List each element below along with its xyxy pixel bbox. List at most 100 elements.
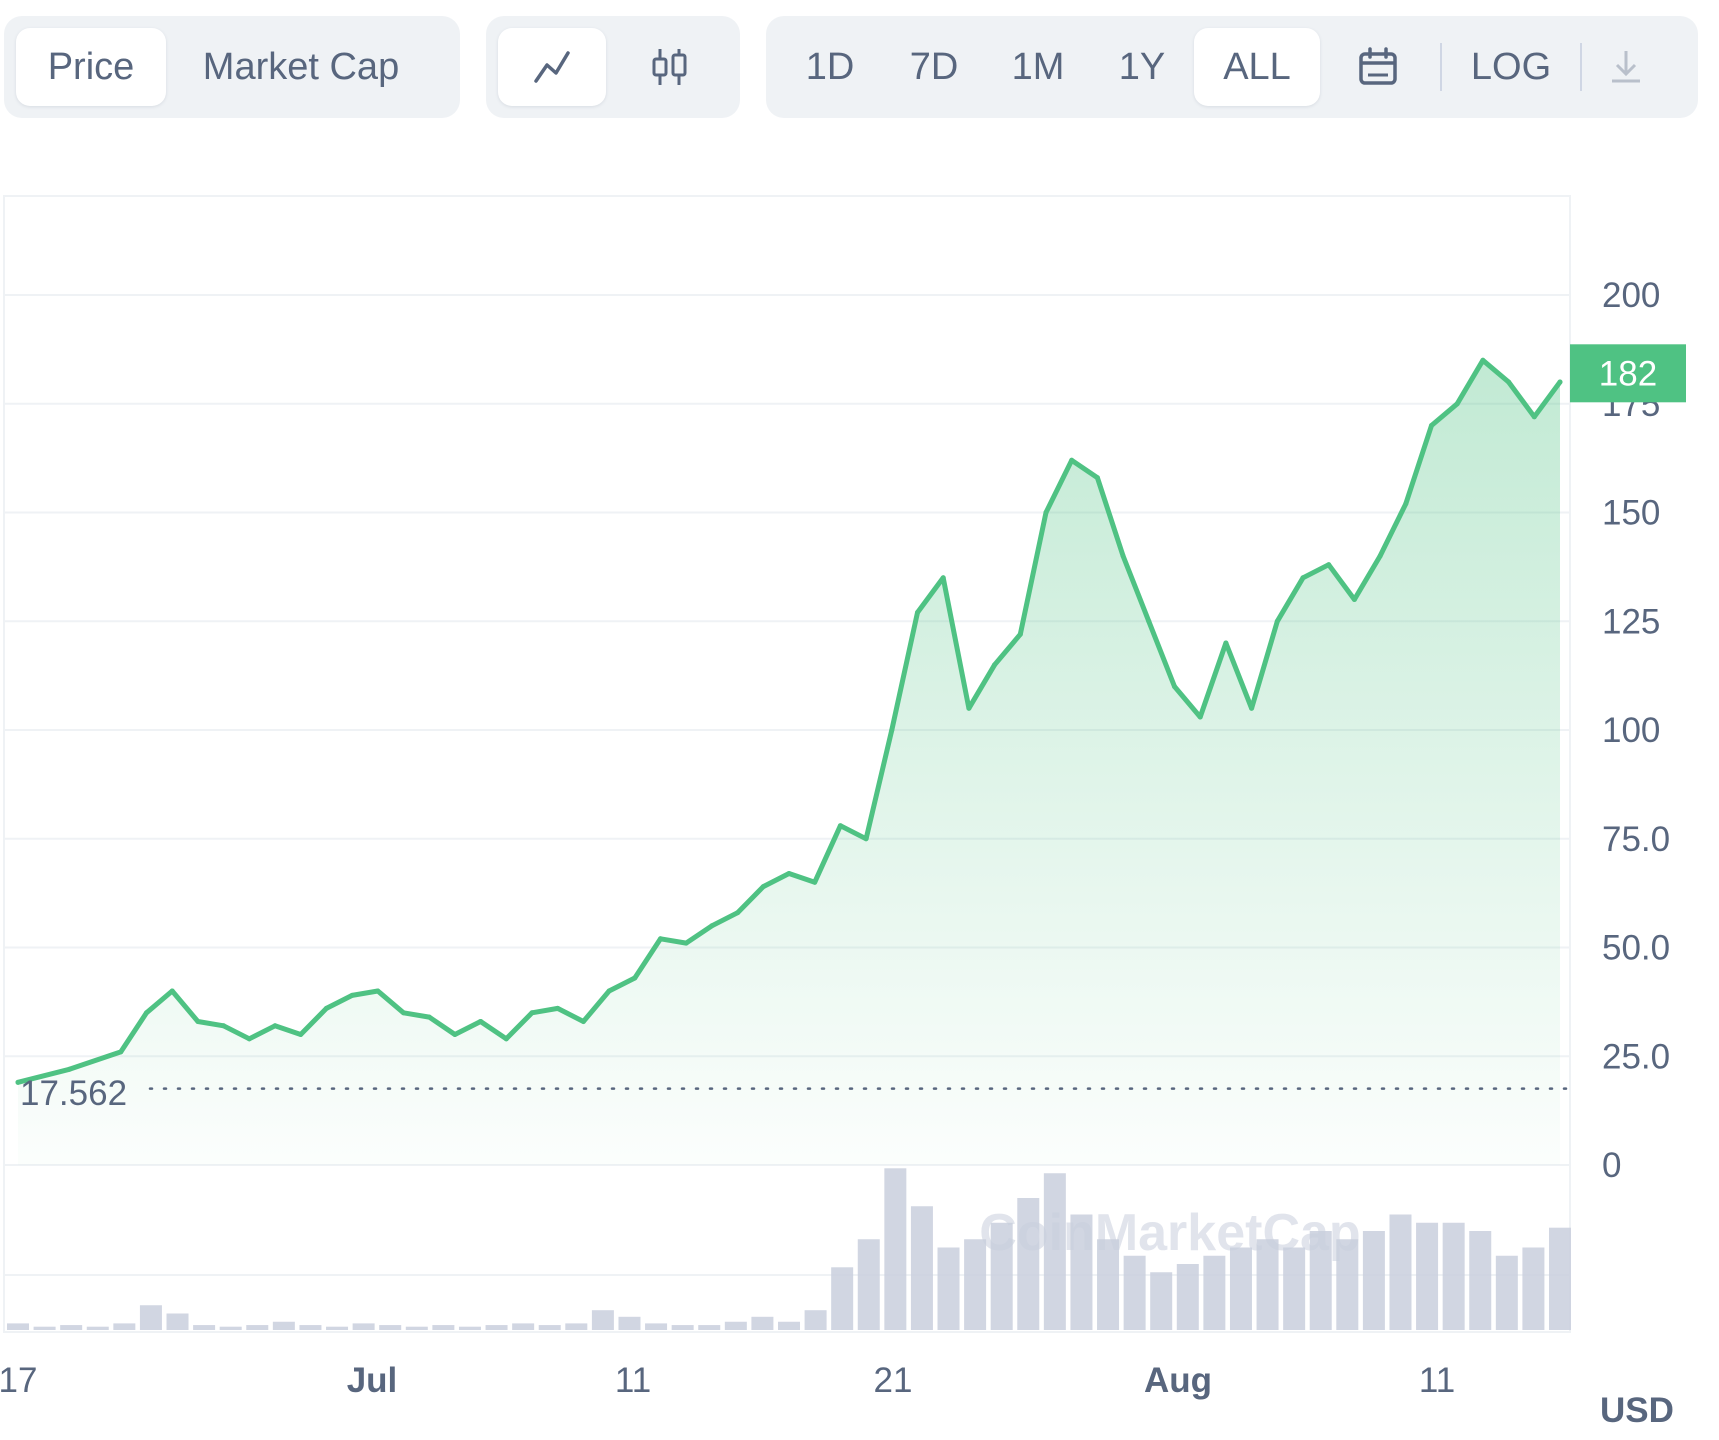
volume-bar bbox=[1017, 1198, 1040, 1330]
price-point bbox=[349, 992, 355, 998]
current-price-label: 182 bbox=[1599, 354, 1657, 393]
price-point bbox=[401, 1010, 406, 1016]
price-point bbox=[1351, 597, 1357, 602]
volume-bar bbox=[33, 1326, 56, 1330]
volume-bar bbox=[193, 1325, 216, 1330]
volume-bar bbox=[990, 1222, 1013, 1330]
price-point bbox=[683, 940, 689, 946]
volume-bar bbox=[1469, 1231, 1492, 1330]
volume-bar bbox=[804, 1310, 827, 1330]
current-price-badge: 182 bbox=[1570, 344, 1686, 403]
price-point bbox=[580, 1018, 586, 1024]
price-point bbox=[709, 923, 715, 929]
reference-price-label: 17.562 bbox=[20, 1074, 127, 1113]
volume-bar bbox=[1123, 1255, 1146, 1330]
volume-bar bbox=[246, 1325, 269, 1330]
volume-bar bbox=[778, 1321, 800, 1330]
price-area bbox=[15, 357, 1563, 1165]
price-point bbox=[812, 879, 818, 885]
range-1m-button[interactable]: 1M bbox=[1011, 45, 1065, 88]
volume-bar bbox=[671, 1325, 694, 1330]
price-point bbox=[1069, 457, 1075, 463]
volume-bar bbox=[512, 1323, 535, 1330]
price-point bbox=[144, 1010, 149, 1016]
candlestick-chart-button[interactable] bbox=[616, 28, 724, 106]
range-1d-button[interactable]: 1D bbox=[805, 45, 855, 88]
line-chart-button[interactable] bbox=[498, 28, 606, 106]
price-point bbox=[452, 1032, 458, 1037]
price-point bbox=[15, 1079, 21, 1085]
volume-bar bbox=[1070, 1214, 1093, 1330]
price-point bbox=[246, 1036, 252, 1042]
price-point bbox=[503, 1036, 509, 1042]
price-point bbox=[606, 988, 612, 994]
price-point bbox=[863, 836, 869, 842]
volume-bar bbox=[299, 1325, 322, 1330]
chart-type-toggle bbox=[486, 16, 740, 118]
price-point bbox=[1094, 475, 1100, 481]
price-point bbox=[837, 823, 843, 829]
volume-bar bbox=[432, 1325, 455, 1330]
volume-bar bbox=[1097, 1239, 1120, 1330]
line-chart-icon bbox=[534, 51, 570, 83]
volume-bar bbox=[219, 1326, 242, 1330]
price-point bbox=[1557, 379, 1563, 385]
volume-bar bbox=[645, 1323, 668, 1330]
x-tick-label: 17 bbox=[0, 1361, 37, 1400]
price-point bbox=[1480, 357, 1486, 363]
download-button[interactable] bbox=[1596, 28, 1656, 106]
price-point bbox=[1274, 618, 1280, 624]
price-point bbox=[1454, 401, 1460, 407]
volume-bar bbox=[831, 1267, 854, 1330]
x-tick-label: Aug bbox=[1144, 1361, 1212, 1400]
price-point bbox=[1197, 714, 1203, 720]
toolbar-divider bbox=[1580, 43, 1582, 91]
price-point bbox=[992, 662, 998, 668]
price-tab[interactable]: Price bbox=[16, 28, 166, 106]
volume-bar bbox=[60, 1325, 83, 1330]
volume-bar bbox=[698, 1325, 721, 1330]
y-tick-label: 150 bbox=[1602, 494, 1660, 533]
range-7d-button[interactable]: 7D bbox=[909, 45, 959, 88]
candlestick-icon bbox=[652, 49, 687, 85]
range-all-button[interactable]: ALL bbox=[1194, 28, 1320, 106]
price-point bbox=[66, 1066, 72, 1072]
volume-bar bbox=[272, 1321, 295, 1330]
y-tick-label: 75.0 bbox=[1602, 820, 1670, 859]
price-point bbox=[298, 1032, 304, 1037]
log-scale-button[interactable]: LOG bbox=[1470, 45, 1552, 88]
market-cap-tab[interactable]: Market Cap bbox=[202, 45, 400, 88]
price-point bbox=[1146, 618, 1152, 624]
time-range-toggle: 1D 7D 1M 1Y ALL LOG bbox=[766, 16, 1698, 118]
volume-bar bbox=[565, 1323, 588, 1330]
volume-bar bbox=[591, 1310, 614, 1330]
calendar-icon bbox=[1359, 47, 1397, 85]
volume-bar bbox=[326, 1326, 349, 1330]
price-area-fill bbox=[18, 360, 1560, 1165]
calendar-button[interactable] bbox=[1330, 28, 1426, 106]
price-point bbox=[169, 988, 175, 994]
volume-bar bbox=[1256, 1239, 1279, 1330]
volume-bar bbox=[379, 1325, 402, 1330]
volume-bar bbox=[538, 1325, 561, 1330]
price-point bbox=[632, 975, 638, 981]
price-point bbox=[1017, 631, 1023, 637]
volume-bar bbox=[1309, 1231, 1332, 1330]
y-tick-label: 50.0 bbox=[1602, 929, 1670, 968]
y-tick-label: 0 bbox=[1602, 1146, 1621, 1185]
volume-bar bbox=[1442, 1222, 1465, 1330]
price-point bbox=[915, 610, 920, 616]
volume-bar bbox=[86, 1326, 109, 1330]
price-point bbox=[1377, 553, 1383, 559]
price-point bbox=[1506, 379, 1512, 385]
x-tick-label: 11 bbox=[615, 1361, 651, 1400]
range-1y-button[interactable]: 1Y bbox=[1118, 45, 1166, 88]
volume-bar bbox=[7, 1323, 29, 1330]
y-tick-label: 25.0 bbox=[1602, 1037, 1670, 1076]
volume-bar bbox=[964, 1239, 987, 1330]
price-point bbox=[786, 871, 792, 877]
x-tick-label: 21 bbox=[874, 1361, 913, 1400]
price-point bbox=[375, 988, 381, 994]
